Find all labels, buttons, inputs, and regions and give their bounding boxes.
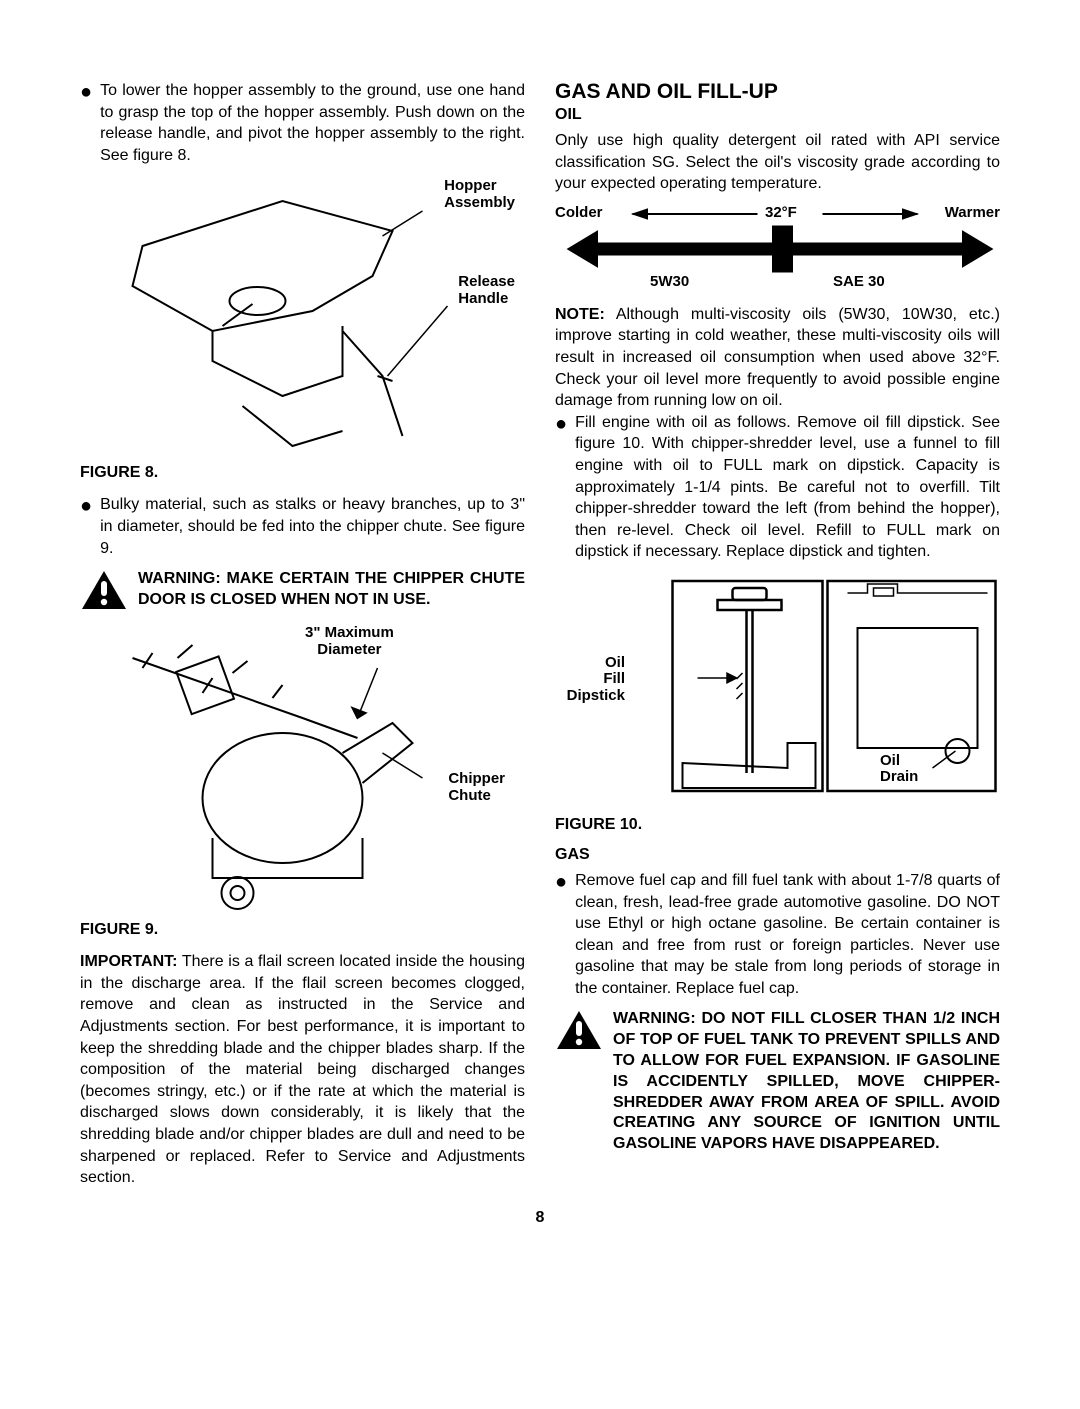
fig9-chipper-label: Chipper	[448, 770, 505, 787]
bullet-icon: ●	[80, 80, 92, 166]
fuel-warning-text: WARNING: DO NOT FILL CLOSER THAN 1/2 INC…	[613, 1009, 1000, 1155]
flail-screen-important: IMPORTANT: There is a flail screen locat…	[80, 951, 525, 1189]
sae30-label: SAE 30	[833, 273, 885, 290]
fig8-assembly-label: Assembly	[444, 194, 515, 211]
gas-fill-text: Remove fuel cap and fill fuel tank with …	[575, 870, 1000, 1000]
figure-8-caption: FIGURE 8.	[80, 464, 525, 482]
fig8-release-label: Release	[458, 273, 515, 290]
page-number: 8	[80, 1209, 1000, 1227]
warmer-label: Warmer	[945, 204, 1000, 221]
important-text: There is a flail screen located inside t…	[80, 953, 525, 1186]
hopper-instruction-text: To lower the hopper assembly to the grou…	[100, 80, 525, 166]
fig9-max-label-2: Diameter	[317, 641, 381, 658]
fig8-hopper-label: Hopper	[444, 177, 497, 194]
page-content: ● To lower the hopper assembly to the gr…	[80, 80, 1000, 1189]
fig10-oil-label: Oil	[605, 654, 625, 671]
bulky-material-instruction: ● Bulky material, such as stalks or heav…	[80, 494, 525, 559]
fig9-max-label-1: 3" Maximum	[305, 624, 394, 641]
gas-fill-instruction: ● Remove fuel cap and fill fuel tank wit…	[555, 870, 1000, 1000]
fuel-warning: WARNING: DO NOT FILL CLOSER THAN 1/2 INC…	[555, 1009, 1000, 1155]
figure-10-caption: FIGURE 10.	[555, 816, 1000, 834]
left-column: ● To lower the hopper assembly to the gr…	[80, 80, 525, 1189]
chipper-warning: WARNING: MAKE CERTAIN THE CHIPPER CHUTE …	[80, 569, 525, 611]
bullet-icon: ●	[80, 494, 92, 559]
oil-note: NOTE: Although multi-viscosity oils (5W3…	[555, 304, 1000, 412]
important-label: IMPORTANT:	[80, 953, 177, 970]
hopper-instruction: ● To lower the hopper assembly to the gr…	[80, 80, 525, 166]
fig10-fill-label: Fill	[603, 670, 625, 687]
figure-10: Oil Fill Dipstick Oil Drain FIGURE 10.	[555, 573, 1000, 834]
fig10-oil2-label: Oil	[880, 752, 900, 769]
fig10-dipstick-label: Dipstick	[567, 687, 625, 704]
oil-fill-text: Fill engine with oil as follows. Remove …	[575, 412, 1000, 563]
figure-9-caption: FIGURE 9.	[80, 921, 525, 939]
fig10-drain-label: Drain	[880, 768, 918, 785]
figure-9: 3" Maximum Diameter Chipper Chute FIGURE…	[80, 623, 525, 939]
5w30-label: 5W30	[650, 273, 689, 290]
note-text: Although multi-viscosity oils (5W30, 10W…	[555, 306, 1000, 409]
oil-viscosity-chart: Colder 32°F Warmer 5W30 SAE 30	[555, 201, 1000, 296]
figure-8: Hopper Assembly Release Handle FIGURE 8.	[80, 176, 525, 482]
oil-subtitle: OIL	[555, 106, 1000, 124]
warning-icon	[555, 1009, 603, 1051]
gas-subtitle: GAS	[555, 846, 1000, 864]
note-label: NOTE:	[555, 306, 605, 323]
gas-oil-title: GAS AND OIL FILL-UP	[555, 80, 1000, 104]
bullet-icon: ●	[555, 870, 567, 1000]
oil-paragraph: Only use high quality detergent oil rate…	[555, 130, 1000, 195]
colder-label: Colder	[555, 204, 603, 221]
warning-icon	[80, 569, 128, 611]
chipper-warning-text: WARNING: MAKE CERTAIN THE CHIPPER CHUTE …	[138, 569, 525, 611]
temp-32f-label: 32°F	[765, 204, 797, 221]
bullet-icon: ●	[555, 412, 567, 563]
right-column: GAS AND OIL FILL-UP OIL Only use high qu…	[555, 80, 1000, 1189]
fig8-handle-label: Handle	[458, 290, 508, 307]
bulky-material-text: Bulky material, such as stalks or heavy …	[100, 494, 525, 559]
oil-fill-instruction: ● Fill engine with oil as follows. Remov…	[555, 412, 1000, 563]
fig9-chute-label: Chute	[448, 787, 491, 804]
